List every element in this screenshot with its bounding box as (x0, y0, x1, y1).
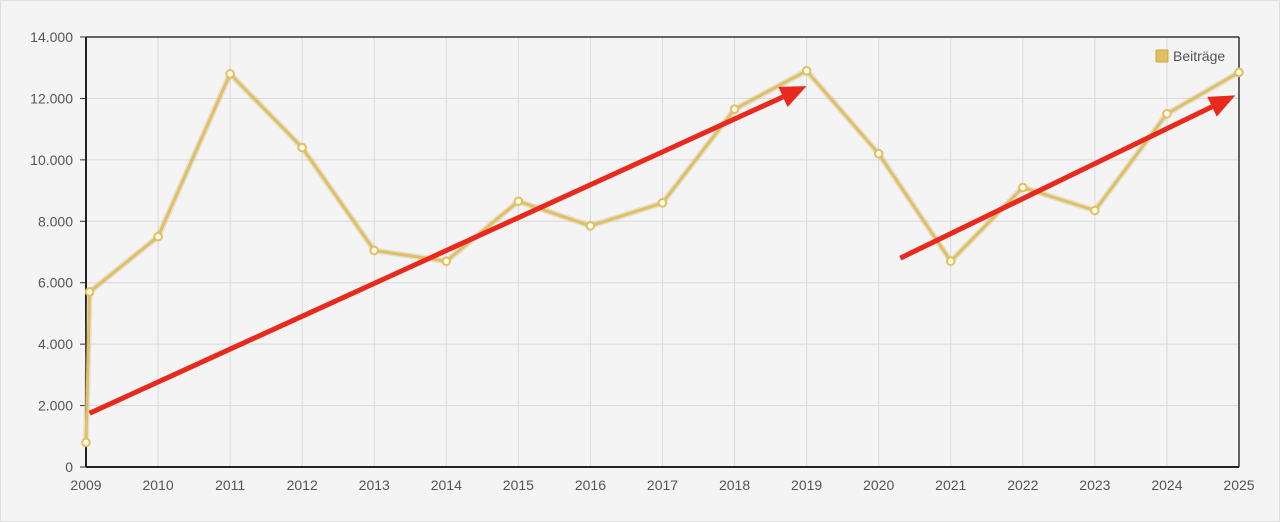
data-point[interactable] (84, 287, 95, 297)
data-point[interactable] (1234, 67, 1244, 78)
x-tick-label: 2021 (935, 477, 966, 493)
data-point[interactable] (585, 221, 596, 231)
data-point[interactable] (945, 256, 956, 267)
data-point[interactable] (1162, 108, 1172, 119)
tick-labels: 0 2.000 4.000 6.000 8.000 10.000 12.000 14.000 2… (30, 29, 1255, 493)
legend-swatch (1155, 49, 1169, 63)
trend-arrow-head (778, 86, 807, 107)
y-tick-label: 6.000 (38, 275, 73, 291)
y-tick-label: 10.000 (30, 152, 73, 168)
data-point[interactable] (81, 437, 91, 448)
x-tick-label: 2025 (1223, 477, 1254, 493)
data-point[interactable] (657, 198, 668, 208)
data-point[interactable] (801, 65, 812, 76)
x-tick-label: 2019 (791, 477, 822, 493)
x-tick-label: 2010 (142, 477, 173, 493)
x-tick-label: 2011 (215, 477, 245, 493)
y-tick-label: 2.000 (38, 398, 73, 414)
data-point[interactable] (1090, 205, 1100, 216)
x-tick-label: 2017 (647, 477, 678, 493)
x-tick-label: 2020 (863, 477, 894, 493)
x-tick-label: 2023 (1079, 477, 1110, 493)
y-tick-label: 4.000 (38, 336, 73, 352)
y-tick-label: 8.000 (38, 213, 73, 229)
data-point[interactable] (225, 69, 235, 79)
data-point[interactable] (441, 256, 452, 267)
x-tick-label: 2022 (1007, 477, 1038, 493)
x-tick-label: 2018 (719, 477, 750, 493)
trend-arrow-head (1207, 95, 1236, 117)
legend[interactable]: Beiträge (1155, 48, 1225, 64)
data-point[interactable] (513, 196, 524, 207)
data-point[interactable] (153, 231, 163, 242)
x-tick-label: 2014 (431, 477, 462, 493)
y-tick-label: 14.000 (30, 29, 73, 45)
x-tick-label: 2012 (287, 477, 318, 493)
trend-arrow-shaft (899, 104, 1214, 261)
x-tick-label: 2016 (575, 477, 606, 493)
data-point[interactable] (873, 148, 884, 159)
y-tick-label: 0 (65, 459, 73, 475)
data-point[interactable] (1018, 182, 1028, 193)
x-tick-label: 2009 (70, 477, 101, 493)
annotations-layer (88, 86, 1236, 416)
data-point[interactable] (729, 104, 740, 114)
legend-label: Beiträge (1173, 48, 1225, 64)
x-tick-label: 2024 (1151, 477, 1182, 493)
y-tick-label: 12.000 (30, 90, 73, 106)
trend-arrow-shaft (88, 94, 785, 416)
x-tick-label: 2013 (359, 477, 390, 493)
data-point[interactable] (369, 245, 380, 256)
x-tick-label: 2015 (503, 477, 534, 493)
trend-arrow (899, 95, 1236, 261)
data-point[interactable] (297, 142, 307, 153)
trend-arrow (88, 86, 807, 416)
